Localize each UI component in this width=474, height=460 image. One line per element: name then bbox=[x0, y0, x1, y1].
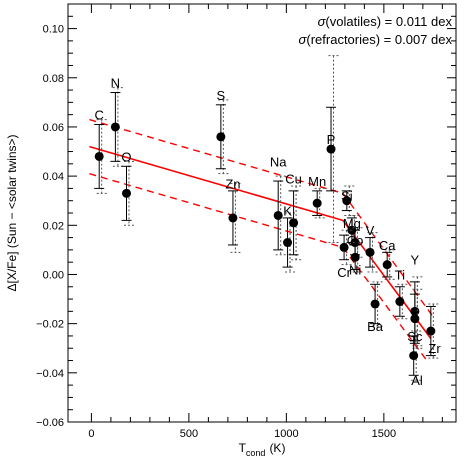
point-na bbox=[273, 175, 286, 256]
sigma-annotation: σ(refractories) = 0.007 dex bbox=[299, 32, 453, 47]
point-marker bbox=[410, 314, 420, 324]
fit-upper-bound bbox=[89, 118, 436, 320]
x-tick-label: 1500 bbox=[372, 428, 396, 440]
y-tick-label: 0.04 bbox=[43, 171, 64, 183]
point-label-n: N bbox=[111, 76, 120, 91]
point-label-p: P bbox=[327, 132, 336, 147]
point-label-s: S bbox=[217, 88, 226, 103]
point-marker bbox=[395, 297, 405, 307]
point-s bbox=[215, 99, 229, 175]
fit-lower-bound bbox=[89, 173, 428, 361]
sigma-annotation: σ(volatiles) = 0.011 dex bbox=[318, 14, 453, 29]
point-cr bbox=[339, 229, 352, 266]
data-points bbox=[94, 55, 439, 381]
x-tick-label: 0 bbox=[88, 428, 94, 440]
point-label-cu: Cu bbox=[285, 171, 302, 186]
point-c bbox=[94, 119, 107, 194]
point-marker bbox=[382, 260, 392, 270]
point-label-zn: Zn bbox=[225, 176, 240, 191]
point-si bbox=[341, 185, 355, 216]
point-marker bbox=[426, 326, 436, 336]
y-tick-label: −0.04 bbox=[36, 368, 64, 380]
point-marker bbox=[289, 218, 299, 228]
y-tick-label: −0.02 bbox=[36, 319, 64, 331]
point-label-mg: Mg bbox=[343, 216, 361, 231]
y-axis-label: Δ[X/Fe] (Sun − <solar twins>) bbox=[5, 134, 19, 291]
point-label-na: Na bbox=[270, 154, 287, 169]
point-marker bbox=[273, 210, 283, 220]
y-tick-label: 0.02 bbox=[43, 220, 64, 232]
point-label-si: Si bbox=[341, 189, 353, 204]
point-marker bbox=[339, 242, 349, 252]
point-label-y: Y bbox=[411, 253, 420, 268]
point-al bbox=[408, 330, 422, 381]
point-p bbox=[326, 55, 339, 244]
point-ni bbox=[350, 242, 363, 273]
annotations: σ(volatiles) = 0.011 dex σ(refractories) … bbox=[299, 14, 453, 47]
point-marker bbox=[312, 198, 322, 208]
point-marker bbox=[216, 132, 226, 142]
point-o bbox=[121, 160, 134, 226]
point-label-c: C bbox=[95, 108, 104, 123]
axis-ticks: 0 500 1000 1500 −0.06 −0.04 −0.02 0.00 0.02 0.04 0… bbox=[36, 4, 456, 440]
point-ba bbox=[370, 281, 383, 327]
point-marker bbox=[228, 213, 238, 223]
point-marker bbox=[121, 188, 131, 198]
point-n bbox=[110, 87, 123, 167]
point-label-k: K bbox=[283, 203, 292, 218]
point-v bbox=[365, 232, 378, 273]
point-marker bbox=[326, 144, 336, 154]
point-label-ti: Ti bbox=[395, 267, 405, 282]
point-ti bbox=[394, 283, 408, 320]
point-label-co: Co bbox=[347, 233, 364, 248]
point-marker bbox=[342, 196, 352, 206]
point-marker bbox=[283, 238, 293, 248]
point-marker bbox=[370, 299, 380, 309]
point-zr bbox=[425, 303, 439, 359]
point-marker bbox=[94, 151, 104, 161]
y-tick-label: 0.08 bbox=[43, 73, 64, 85]
x-axis-label: Tcond (K) bbox=[239, 441, 286, 458]
point-zn bbox=[227, 182, 241, 253]
point-label-o: O bbox=[121, 149, 131, 164]
point-marker bbox=[350, 252, 360, 262]
y-tick-label: −0.06 bbox=[36, 417, 64, 429]
y-tick-label: 0.00 bbox=[43, 269, 64, 281]
x-tick-label: 500 bbox=[180, 428, 198, 440]
point-label-v: V bbox=[366, 223, 375, 238]
point-mn bbox=[312, 187, 325, 219]
x-tick-label: 1000 bbox=[274, 428, 298, 440]
y-tick-label: 0.06 bbox=[43, 122, 64, 134]
point-cu bbox=[288, 185, 302, 261]
point-marker bbox=[110, 122, 120, 132]
point-label-ca: Ca bbox=[379, 238, 396, 253]
point-label-al: Al bbox=[411, 373, 423, 388]
point-label-mn: Mn bbox=[308, 174, 326, 189]
point-label-ni: Ni bbox=[349, 262, 361, 277]
point-marker bbox=[409, 351, 419, 361]
point-sc bbox=[409, 288, 423, 349]
point-label-ba: Ba bbox=[367, 319, 384, 334]
point-label-cr: Cr bbox=[337, 265, 351, 280]
y-tick-label: 0.10 bbox=[43, 24, 64, 36]
point-label-zr: Zr bbox=[428, 341, 441, 356]
point-ca bbox=[382, 249, 395, 280]
point-label-sc: Sc bbox=[407, 329, 423, 344]
point-marker bbox=[365, 247, 375, 257]
